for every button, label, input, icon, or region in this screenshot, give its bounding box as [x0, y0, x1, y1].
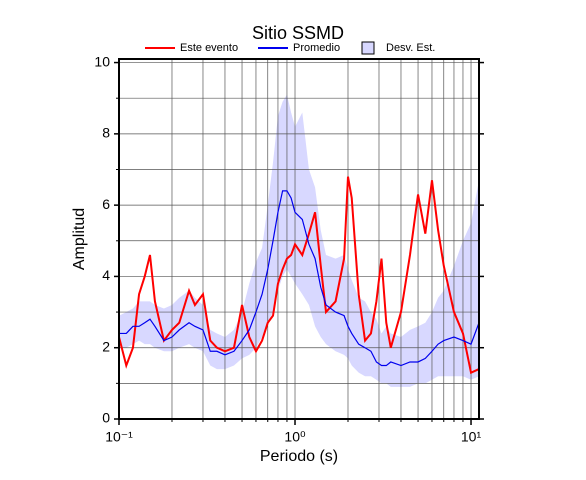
y-tick-label: 8	[102, 125, 110, 141]
y-axis-label: Amplitud	[71, 208, 88, 270]
plot-frame	[118, 58, 480, 420]
y-tick-label: 0	[102, 410, 110, 426]
x-tick-label: 10⁻¹	[105, 429, 133, 445]
legend-swatch	[361, 41, 375, 55]
y-tick-label: 6	[102, 196, 110, 212]
y-tick-label: 2	[102, 338, 110, 354]
y-tick-label: 4	[102, 267, 110, 283]
chart-title: Sitio SSMD	[252, 23, 344, 43]
legend-label: Desv. Est.	[386, 42, 435, 54]
x-axis-label: Periodo (s)	[260, 448, 338, 465]
grid-layer	[118, 59, 479, 420]
x-tick-label: 10⁰	[284, 429, 306, 445]
y-tick-label: 10	[94, 53, 110, 69]
legend-label: Promedio	[293, 42, 340, 54]
legend-label: Este evento	[180, 42, 238, 54]
series-line	[119, 190, 480, 367]
series-line	[118, 176, 480, 375]
x-tick-label: 10¹	[461, 429, 482, 445]
